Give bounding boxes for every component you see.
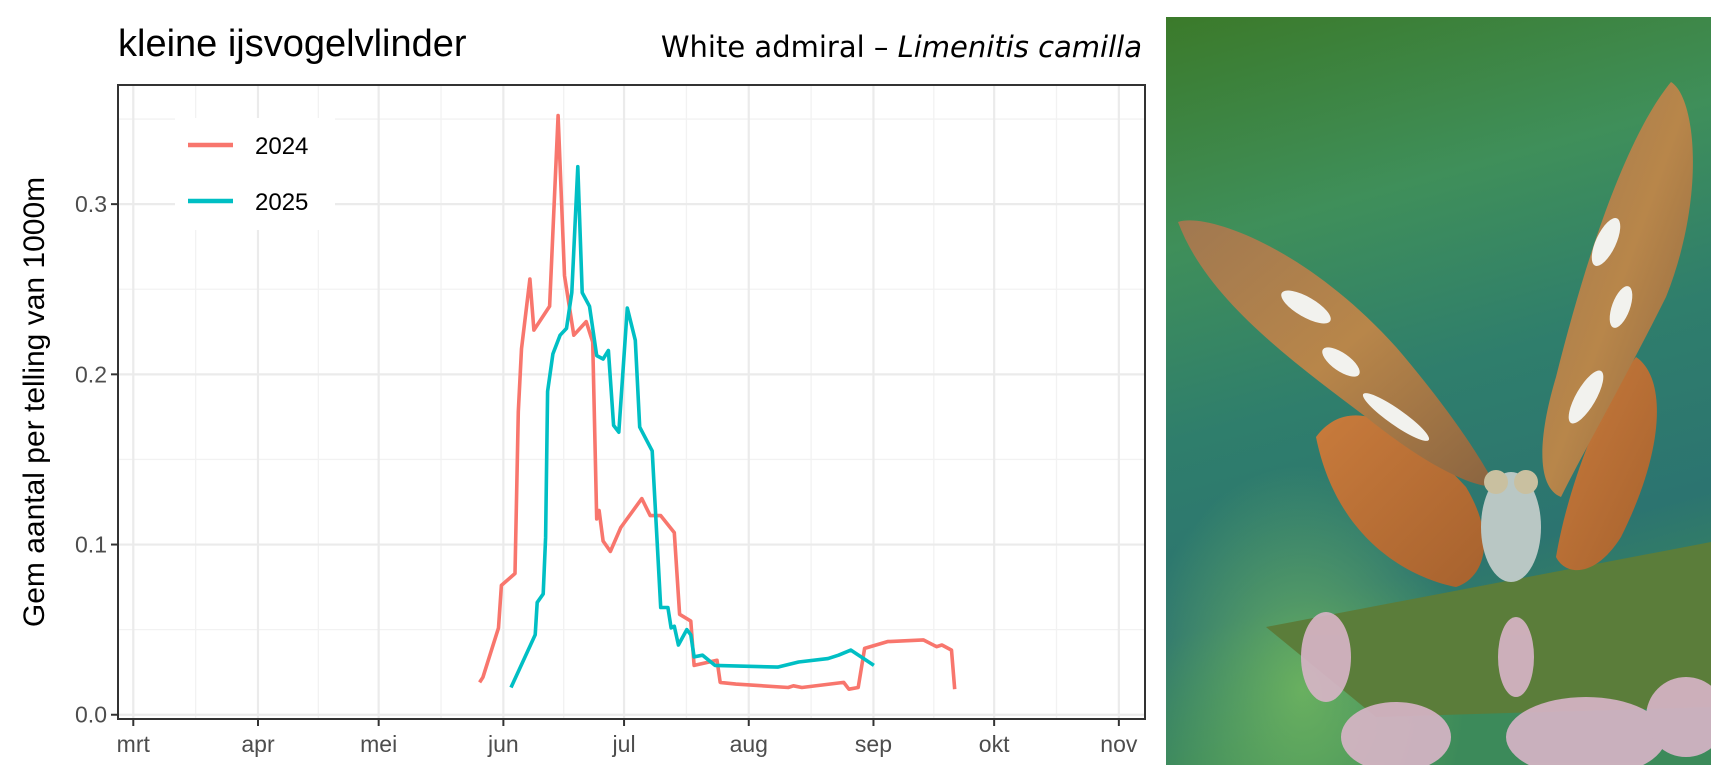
leaf bbox=[1266, 542, 1711, 717]
butterfly-illustration bbox=[1166, 17, 1711, 765]
y-tick-label: 0.0 bbox=[75, 702, 107, 728]
butterfly-eye-left bbox=[1484, 470, 1508, 494]
chart-subtitle: White admiral – Limenitis camilla bbox=[661, 30, 1142, 64]
x-tick-label: jun bbox=[487, 731, 519, 757]
subtitle-scientific-name: Limenitis camilla bbox=[898, 30, 1142, 64]
legend-background bbox=[175, 118, 335, 230]
chart-title: kleine ijsvogelvlinder bbox=[118, 23, 467, 65]
x-tick-label: jul bbox=[612, 731, 636, 757]
left-hindwing bbox=[1316, 415, 1485, 587]
butterfly-eye-right bbox=[1514, 470, 1538, 494]
subtitle-common-name: White admiral – bbox=[661, 30, 898, 64]
right-hindwing bbox=[1556, 357, 1657, 571]
x-axis: mrt apr mei jun jul aug sep okt nov bbox=[117, 719, 1138, 757]
x-tick-label: mrt bbox=[117, 731, 151, 757]
butterfly-photo bbox=[1166, 17, 1711, 765]
butterfly-body bbox=[1481, 472, 1541, 582]
x-tick-label: mei bbox=[360, 731, 397, 757]
legend-label-2025: 2025 bbox=[255, 189, 308, 216]
y-tick-label: 0.1 bbox=[75, 532, 107, 558]
y-axis: 0.0 0.1 0.2 0.3 bbox=[75, 191, 118, 728]
x-tick-label: sep bbox=[855, 731, 892, 757]
major-gridlines bbox=[118, 85, 1145, 719]
y-axis-title: Gem aantal per telling van 1000m bbox=[18, 177, 51, 627]
x-tick-label: okt bbox=[979, 731, 1010, 757]
legend-label-2024: 2024 bbox=[255, 133, 308, 160]
panel-border bbox=[117, 84, 1146, 720]
wing-white-bands bbox=[1281, 218, 1633, 441]
legend: 2024 2025 bbox=[175, 118, 335, 230]
minor-gridlines bbox=[118, 85, 1145, 719]
series-line-2024 bbox=[478, 113, 957, 692]
y-tick-label: 0.2 bbox=[75, 361, 107, 387]
pink-flowers bbox=[1301, 612, 1711, 765]
y-tick-label: 0.3 bbox=[75, 191, 107, 217]
x-tick-label: apr bbox=[241, 731, 275, 757]
x-tick-label: nov bbox=[1100, 731, 1138, 757]
plot-panel: 2024 2025 bbox=[117, 84, 1146, 720]
series-lines bbox=[478, 113, 957, 692]
x-tick-label: aug bbox=[730, 731, 768, 757]
series-line-2025 bbox=[509, 164, 875, 689]
